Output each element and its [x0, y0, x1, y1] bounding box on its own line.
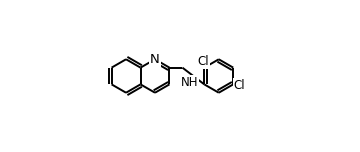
Text: Cl: Cl	[197, 55, 208, 68]
Text: N: N	[150, 53, 160, 66]
Text: NH: NH	[181, 76, 198, 89]
Text: Cl: Cl	[234, 79, 245, 92]
